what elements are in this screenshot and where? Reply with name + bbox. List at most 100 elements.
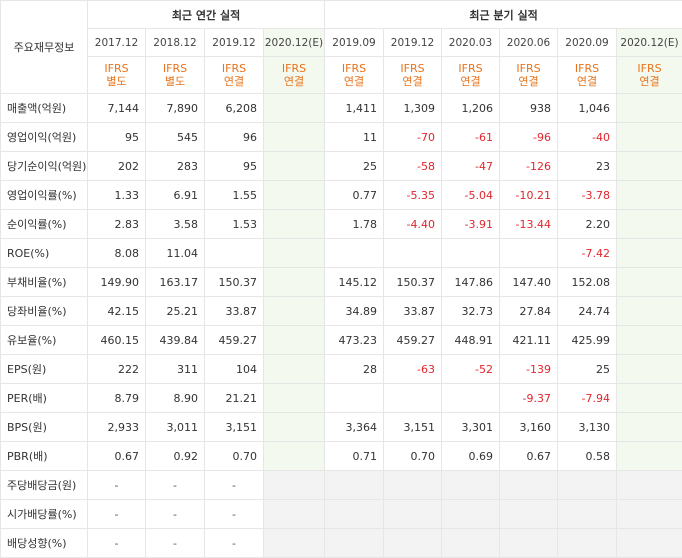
value-cell: 6,208 <box>204 93 264 123</box>
value-cell <box>262 470 326 500</box>
value-cell: 283 <box>145 151 205 181</box>
value-cell: - <box>204 499 264 529</box>
standard-type: IFRS <box>400 62 425 75</box>
value-cell <box>616 209 682 239</box>
value-cell: 1.78 <box>324 209 385 239</box>
value-cell: 0.67 <box>499 441 559 471</box>
value-cell <box>324 238 385 268</box>
value-cell: - <box>145 470 205 500</box>
value-cell <box>616 499 682 529</box>
table-row: 부채비율(%) 149.90 163.17 150.37 145.12 150.37 147… <box>0 267 682 297</box>
value-cell: -3.91 <box>441 209 501 239</box>
row-label: 매출액(억원) <box>0 93 88 123</box>
accounting-standard-header: IFRS 연결 <box>204 56 264 94</box>
value-cell: 32.73 <box>441 296 501 326</box>
value-cell: 3,011 <box>145 412 205 442</box>
value-cell <box>557 528 618 558</box>
value-cell: -52 <box>441 354 501 384</box>
value-cell: -10.21 <box>499 180 559 210</box>
value-cell: 0.92 <box>145 441 205 471</box>
table-row: 당기순이익(억원) 202 283 95 25 -58 -47 -126 23 <box>0 151 682 181</box>
value-cell: 104 <box>204 354 264 384</box>
row-label: 영업이익률(%) <box>0 180 88 210</box>
value-cell: 33.87 <box>383 296 443 326</box>
table-body: 매출액(억원) 7,144 7,890 6,208 1,411 1,309 1,206 938… <box>0 93 682 558</box>
value-cell: 1,411 <box>324 93 385 123</box>
value-cell: 150.37 <box>383 267 443 297</box>
value-cell <box>383 528 443 558</box>
value-cell: 3,160 <box>499 412 559 442</box>
value-cell: -5.04 <box>441 180 501 210</box>
accounting-standard-header: IFRS 별도 <box>145 56 205 94</box>
period-header: 2020.12(E) <box>616 28 682 57</box>
value-cell: 0.70 <box>383 441 443 471</box>
accounting-standard-header: IFRS 별도 <box>87 56 146 94</box>
value-cell <box>262 238 326 268</box>
row-label: 당기순이익(억원) <box>0 151 88 181</box>
value-cell <box>441 383 501 413</box>
period-header: 2017.12 <box>87 28 146 57</box>
accounting-standard-header: IFRS 연결 <box>383 56 443 94</box>
value-cell: 473.23 <box>324 325 385 355</box>
value-cell <box>441 528 501 558</box>
value-cell: 7,144 <box>87 93 146 123</box>
value-cell: 149.90 <box>87 267 146 297</box>
value-cell: -4.40 <box>383 209 443 239</box>
value-cell <box>262 354 326 384</box>
value-cell: 7,890 <box>145 93 205 123</box>
value-cell: - <box>145 528 205 558</box>
value-cell: 1.53 <box>204 209 264 239</box>
value-cell <box>616 267 682 297</box>
value-cell: -70 <box>383 122 443 152</box>
value-cell <box>441 238 501 268</box>
table-row: 매출액(억원) 7,144 7,890 6,208 1,411 1,309 1,206 938… <box>0 93 682 123</box>
value-cell: -61 <box>441 122 501 152</box>
value-cell: 95 <box>204 151 264 181</box>
value-cell <box>557 499 618 529</box>
table-row: ROE(%) 8.08 11.04 -7.42 <box>0 238 682 268</box>
standard-type: IFRS <box>341 62 367 75</box>
table-row: PER(배) 8.79 8.90 21.21 -9.37 -7.94 <box>0 383 682 413</box>
table-row: 시가배당률(%) - - - <box>0 499 682 529</box>
value-cell: 0.67 <box>87 441 146 471</box>
row-label: 순이익률(%) <box>0 209 88 239</box>
value-cell <box>262 325 326 355</box>
table-row: 유보율(%) 460.15 439.84 459.27 473.23 459.27 448.… <box>0 325 682 355</box>
value-cell: 425.99 <box>557 325 618 355</box>
standard-type: IFRS <box>458 62 483 75</box>
value-cell <box>204 238 264 268</box>
accounting-standard-row: IFRS 별도 IFRS 별도 IFRS 연결 IFRS 연결 IFRS 연결 IFRS 연결 IFRS… <box>1 56 682 94</box>
value-cell: 0.58 <box>557 441 618 471</box>
standard-type: IFRS <box>281 62 307 75</box>
value-cell: - <box>204 528 264 558</box>
standard-basis: 연결 <box>343 75 365 88</box>
value-cell: 24.74 <box>557 296 618 326</box>
value-cell <box>262 267 326 297</box>
value-cell: - <box>87 528 146 558</box>
value-cell <box>262 296 326 326</box>
value-cell: 545 <box>145 122 205 152</box>
standard-basis: 별도 <box>164 75 186 88</box>
value-cell: 2,933 <box>87 412 146 442</box>
value-cell <box>324 383 385 413</box>
value-cell: -139 <box>499 354 559 384</box>
row-label: 유보율(%) <box>0 325 88 355</box>
value-cell: - <box>204 470 264 500</box>
value-cell <box>262 412 326 442</box>
value-cell: -9.37 <box>499 383 559 413</box>
annual-group-header: 최근 연간 실적 <box>86 0 326 29</box>
accounting-standard-header: IFRS 연결 <box>557 56 618 94</box>
value-cell: 459.27 <box>204 325 264 355</box>
value-cell: 8.90 <box>145 383 205 413</box>
row-label: 주당배당금(원) <box>0 470 88 500</box>
value-cell <box>324 470 385 500</box>
value-cell <box>383 383 443 413</box>
value-cell <box>262 383 326 413</box>
value-cell: -47 <box>441 151 501 181</box>
standard-type: IFRS <box>637 62 662 75</box>
standard-type: IFRS <box>574 62 600 75</box>
value-cell: 2.83 <box>87 209 146 239</box>
quarter-group-header: 최근 분기 실적 <box>324 0 682 29</box>
value-cell: 3,151 <box>383 412 443 442</box>
standard-basis: 연결 <box>402 75 423 88</box>
